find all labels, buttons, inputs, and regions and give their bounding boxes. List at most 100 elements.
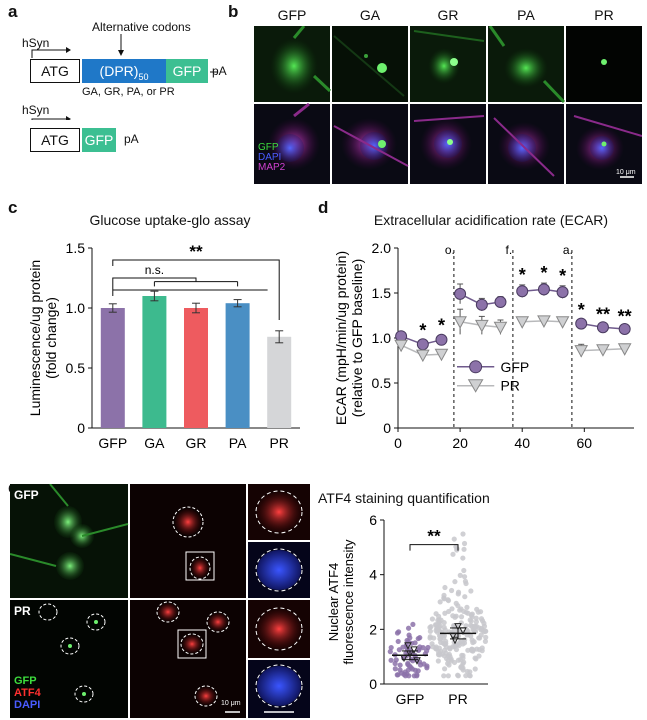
micrograph-pr-top — [566, 26, 642, 102]
e-ytick-label: 4 — [369, 567, 377, 583]
panel-b-channel-legend: GFP DAPI MAP2 — [258, 143, 285, 173]
c-xtick-label: GR — [186, 435, 207, 451]
micrograph-e-pr-zoom-blue — [248, 660, 310, 718]
d-ytick-label: 1.5 — [372, 285, 392, 301]
chart-e: 0 2 4 6 GFP PR ** Nuclear ATF4fluorescence inte… — [326, 512, 489, 707]
e-sig-label: ** — [427, 527, 441, 546]
d-legend-label-gfp: GFP — [500, 359, 529, 375]
e-point-pr — [461, 567, 467, 574]
e-point-pr — [442, 584, 448, 591]
chart-e-title: ATF4 staining quantification — [318, 490, 490, 506]
e-point-pr — [440, 640, 446, 646]
d-point-gfp — [435, 333, 448, 346]
e-point-pr — [452, 642, 459, 648]
d-injection-label: f. — [506, 243, 513, 257]
e-point-pr — [458, 620, 464, 626]
d-legend-marker-pr — [467, 379, 484, 393]
c-bar-pr — [267, 336, 292, 428]
c-xtick-label: PA — [229, 435, 247, 451]
panel-letter-c: c — [8, 198, 18, 217]
d-sig-mark: * — [559, 266, 566, 286]
e-point-gfp — [400, 644, 406, 650]
e-point-gfp — [401, 671, 407, 678]
e-replicate-gfp — [406, 650, 414, 659]
e-point-pr — [464, 668, 470, 675]
e-channel-atf4: ATF4 — [14, 687, 41, 699]
micrograph-e-gfp-zoom-red — [248, 484, 310, 540]
e-point-pr — [476, 635, 483, 641]
e-point-gfp — [388, 657, 394, 663]
e-point-pr — [472, 655, 478, 661]
e-point-gfp — [410, 621, 416, 628]
e-point-pr — [471, 639, 477, 645]
d-point-gfp — [537, 283, 550, 296]
e-replicate-gfp — [413, 657, 421, 665]
e-point-pr — [458, 614, 465, 620]
e-point-pr — [429, 641, 435, 647]
panel-letter-b: b — [228, 2, 239, 21]
pa-label-2: pA — [124, 132, 139, 146]
d-legend-marker-gfp — [469, 360, 483, 374]
d-point-gfp — [516, 285, 529, 298]
micrograph-e-gfp-green — [10, 484, 129, 598]
c-ytick-label: 1.0 — [66, 300, 86, 316]
c-xtick-label: PR — [269, 435, 288, 451]
d-point-gfp — [618, 323, 631, 335]
e-point-pr — [437, 636, 444, 642]
e-point-pr — [441, 666, 448, 672]
promoter-label-2: hSyn — [22, 103, 50, 117]
e-point-gfp — [405, 625, 412, 631]
e-replicate-pr — [449, 632, 457, 641]
e-point-pr — [448, 587, 455, 594]
d-point-gfp — [475, 298, 488, 311]
d-ytick-label: 0.5 — [372, 375, 392, 391]
d-point-pr — [617, 343, 632, 356]
d-point-pr — [574, 345, 589, 358]
e-point-pr — [428, 623, 434, 630]
e-point-gfp — [409, 666, 416, 672]
pa-label-1: pA — [212, 64, 227, 78]
micrograph-pa-bottom — [488, 104, 564, 184]
chart-d-title: Extracellular acidification rate (ECAR) — [373, 212, 609, 228]
d-sig-mark: * — [578, 300, 585, 320]
col-header-gfp: GFP — [277, 7, 307, 23]
panel-e-row-label-gfp: GFP — [14, 488, 39, 502]
e-point-pr — [461, 640, 468, 646]
e-point-gfp — [424, 663, 430, 669]
c-ytick-label: 0 — [77, 420, 85, 436]
c-xtick-label: GA — [144, 435, 165, 451]
d-point-gfp — [596, 321, 609, 334]
e-point-pr — [457, 607, 463, 613]
e-point-pr — [437, 623, 443, 629]
e-ylabel: Nuclear ATF4fluorescence intensity — [326, 539, 356, 665]
panel-letter-d: d — [318, 198, 329, 217]
d-point-pr — [515, 316, 530, 329]
d-point-gfp — [556, 286, 569, 299]
d-point-pr — [434, 348, 449, 362]
e-point-pr — [433, 628, 439, 634]
col-header-ga: GA — [359, 7, 381, 23]
d-point-gfp — [494, 296, 507, 308]
d-injection-label: a. — [563, 243, 573, 257]
d-point-pr — [453, 316, 467, 329]
dpr-caption: GA, GR, PA, or PR — [82, 86, 175, 98]
d-sig-mark: * — [419, 321, 426, 341]
d-point-pr — [474, 319, 489, 333]
e-replicate-pr — [454, 623, 462, 631]
d-point-pr — [555, 316, 570, 329]
e-replicate-pr — [459, 627, 467, 635]
e-point-pr — [445, 673, 451, 679]
e-point-gfp — [387, 649, 393, 655]
e-point-pr — [464, 604, 470, 610]
c-bar-gfp — [100, 308, 125, 428]
e-point-pr — [452, 579, 458, 585]
e-point-gfp — [397, 667, 403, 673]
col-header-pr: PR — [594, 7, 614, 23]
d-point-pr — [493, 321, 508, 335]
e-point-pr — [483, 634, 489, 640]
e-point-pr — [441, 673, 447, 679]
channel-label-dapi: DAPI — [258, 152, 282, 163]
gfp-box-1: GFP — [166, 59, 208, 83]
c-bar-ga — [142, 296, 167, 428]
c-sig-bracket — [112, 259, 280, 320]
